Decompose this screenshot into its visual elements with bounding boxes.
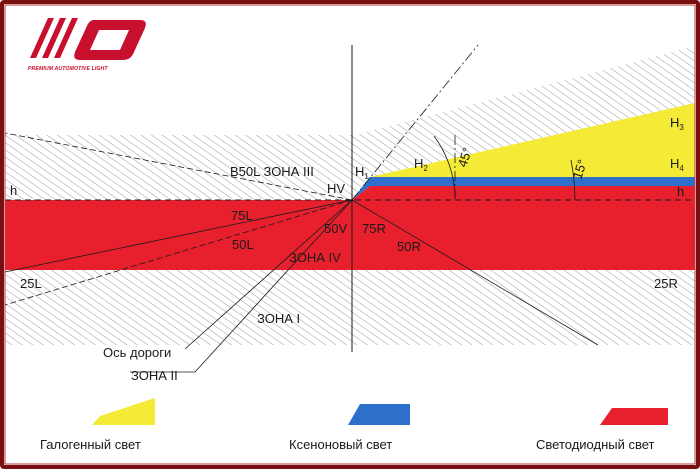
angle-15-label: 15° <box>570 158 590 181</box>
xenon-strip <box>352 177 695 200</box>
h1-label: H1 <box>355 164 369 181</box>
lower-left-dashed <box>4 199 353 306</box>
p50v-label: 50V <box>324 221 347 236</box>
p25r-label: 25R <box>654 276 678 291</box>
zone1-label: ЗОНА I <box>257 311 300 326</box>
zone2-label: ЗОНА II <box>131 368 178 383</box>
led-band <box>5 200 695 270</box>
angle-45-label: 45° <box>455 146 475 169</box>
legend-led-label: Светодиодный свет <box>536 437 655 452</box>
b50l-line <box>4 132 353 201</box>
legend-halogen-label: Галогенный свет <box>40 437 141 452</box>
zone3-label: B50L ЗОНА III <box>230 164 314 179</box>
h2-label: H2 <box>414 156 428 173</box>
legend-xenon-label: Ксеноновый свет <box>289 437 392 452</box>
logo-tagline: PREMIUM AUTOMOTIVE LIGHT <box>28 66 108 72</box>
p75l-label: 75L <box>231 208 253 223</box>
l25-line <box>4 199 353 273</box>
zone1-hatch <box>5 270 695 345</box>
hv-label: HV <box>327 181 345 196</box>
road-axis-leader <box>184 199 353 350</box>
h-left-label: h <box>10 183 17 198</box>
legend-led-swatch <box>537 408 668 425</box>
legend-halogen-swatch <box>40 398 155 425</box>
brand-logo: PREMIUM AUTOMOTIVE LIGHT <box>28 18 146 72</box>
r50-line <box>351 199 599 346</box>
h4-label: H4 <box>670 156 684 173</box>
p50r-label: 50R <box>397 239 421 254</box>
h3-label: H3 <box>670 115 684 132</box>
angle45-line <box>351 44 479 201</box>
halogen-wedge <box>370 103 695 177</box>
h-right-label: h <box>677 184 684 199</box>
zone2-leader <box>194 199 353 373</box>
arc-15 <box>570 159 576 201</box>
road-axis-label: Ось дороги <box>103 345 171 360</box>
p50l-label: 50L <box>232 237 254 252</box>
inner-border <box>4 4 696 465</box>
led-cutoff <box>352 186 695 200</box>
p25l-label: 25L <box>20 276 42 291</box>
legend-xenon-swatch <box>292 404 410 425</box>
zone4-label: ЗОНА IV <box>289 250 341 265</box>
p75r-label: 75R <box>362 221 386 236</box>
